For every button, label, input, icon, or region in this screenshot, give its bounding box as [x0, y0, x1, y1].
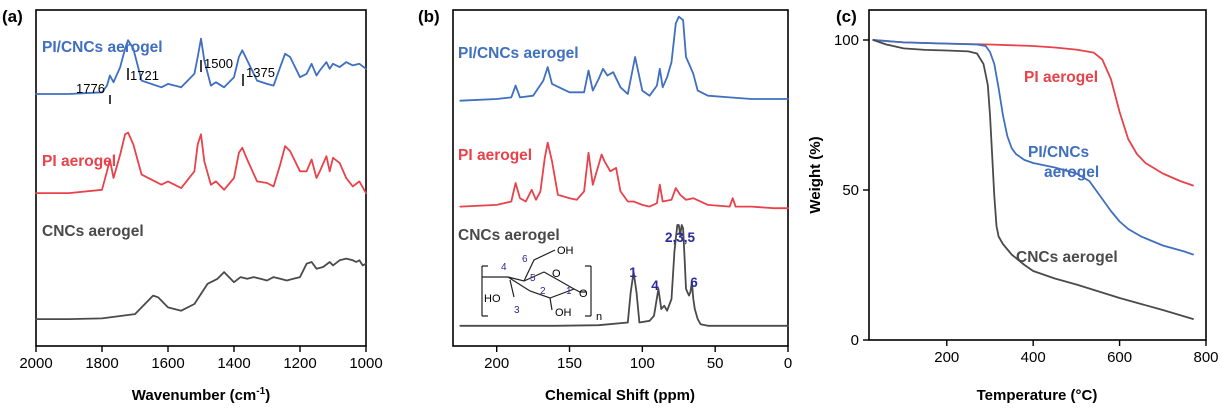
panel-b-series [459, 15, 789, 327]
panel-a-x-axis-title: Wavenumber (cm-1) [132, 386, 270, 404]
panel-c-y-axis-title: Weight (%) [807, 136, 824, 213]
x-tick-label: 1800 [85, 355, 118, 372]
structure-label-1: 1 [566, 286, 572, 297]
x-tick-label: 200 [484, 355, 509, 372]
structure-label-2: 2 [540, 286, 546, 297]
panel-b-nmr-spectra: (b) 200 150 100 50 0 PI/CNCs aerogel PI aero… [418, 7, 792, 404]
panel-c-axes-frame [868, 9, 1207, 341]
y-tick-label: 100 [834, 32, 859, 49]
panel-a-legend-cncs: CNCs aerogel [42, 223, 144, 240]
panel-c-axis-ticks: 200 400 600 800 0 50 100 [834, 32, 1219, 366]
panel-a-axes-frame [35, 9, 367, 347]
peak-label-4: 4 [651, 278, 659, 293]
panel-c-series [872, 39, 1194, 320]
series-line-cncs-aerogel [35, 257, 367, 321]
annotation-1721: 1721 [130, 68, 159, 83]
x-tick-label: 600 [1107, 349, 1132, 366]
structure-label-6: 6 [522, 254, 528, 265]
structure-label-ho: HO [484, 293, 501, 305]
panel-c-legend-pi-cncs: PI/CNCs aerogel [1028, 144, 1099, 181]
x-tick-label: 150 [557, 355, 582, 372]
structure-label-oh-top: OH [557, 245, 574, 257]
peak-label-6: 6 [690, 275, 698, 290]
panel-a-ftir-spectra: (a) 2000 1800 1600 1400 1200 1000 PI/CNCs aer… [2, 7, 383, 404]
structure-label-link-o: O [579, 288, 588, 300]
panel-b-x-ticks: 200 150 100 50 0 [484, 346, 792, 372]
annotation-1375: 1375 [246, 65, 275, 80]
x-tick-label: 800 [1193, 349, 1218, 366]
series-line-cncs-aerogel [872, 39, 1194, 320]
annotation-1776: 1776 [76, 81, 105, 96]
panel-b-label: (b) [418, 7, 440, 26]
series-line-pi-aerogel [35, 131, 367, 195]
x-tick-label: 1200 [283, 355, 316, 372]
x-tick-label: 50 [707, 355, 724, 372]
series-line-pi-cncs-aerogel [872, 39, 1194, 256]
panel-c-x-axis-title: Temperature (°C) [977, 387, 1098, 404]
panel-c-legend-pi-cncs-line1: PI/CNCs [1028, 144, 1089, 161]
x-tick-label: 100 [630, 355, 655, 372]
structure-label-3: 3 [514, 305, 520, 316]
panel-c-legend-pi: PI aerogel [1024, 69, 1098, 86]
y-tick-label: 50 [842, 182, 859, 199]
panel-c-legend-pi-cncs-line2: aerogel [1044, 164, 1099, 181]
panel-a-legend-pi: PI aerogel [42, 153, 116, 170]
panel-a-x-ticks: 2000 1800 1600 1400 1200 1000 [19, 346, 383, 372]
x-tick-label: 1000 [349, 355, 382, 372]
x-tick-label: 2000 [19, 355, 52, 372]
x-tick-label: 400 [1021, 349, 1046, 366]
annotation-1500: 1500 [204, 56, 233, 71]
structure-label-n: n [596, 311, 602, 323]
x-tick-label: 1600 [151, 355, 184, 372]
series-line-pi-aerogel [459, 141, 789, 210]
cellulose-structure [481, 249, 592, 317]
structure-label-4: 4 [501, 262, 507, 273]
panel-b-legend-pi-cncs: PI/CNCs aerogel [458, 45, 579, 62]
series-line-cncs-aerogel [459, 224, 789, 327]
x-tick-label: 1400 [217, 355, 250, 372]
structure-label-oh-bottom: OH [555, 307, 572, 319]
panel-c-tga-curves: (c) 200 400 600 800 0 50 100 PI aerogel PI/CNC… [807, 7, 1219, 404]
panel-b-legend-pi: PI aerogel [458, 147, 532, 164]
x-tick-label: 0 [784, 355, 792, 372]
peak-label-1: 1 [629, 265, 637, 280]
series-line-pi-cncs-aerogel [459, 15, 789, 102]
panel-a-series [35, 37, 367, 321]
panel-b-axes-frame [452, 9, 789, 347]
panel-a-legend-pi-cncs: PI/CNCs aerogel [42, 39, 163, 56]
panel-c-legend-cncs: CNCs aerogel [1016, 249, 1118, 266]
x-tick-label: 200 [934, 349, 959, 366]
panel-c-label: (c) [836, 7, 857, 26]
peak-label-2-3-5: 2,3,5 [665, 230, 696, 245]
structure-label-ring-o: O [552, 268, 561, 280]
panel-a-label: (a) [2, 7, 23, 26]
series-line-pi-cncs-aerogel [35, 37, 367, 95]
panel-b-x-axis-title: Chemical Shift (ppm) [545, 387, 695, 404]
structure-label-5: 5 [530, 273, 536, 284]
panel-b-legend-cncs: CNCs aerogel [458, 227, 560, 244]
y-tick-label: 0 [851, 332, 859, 349]
